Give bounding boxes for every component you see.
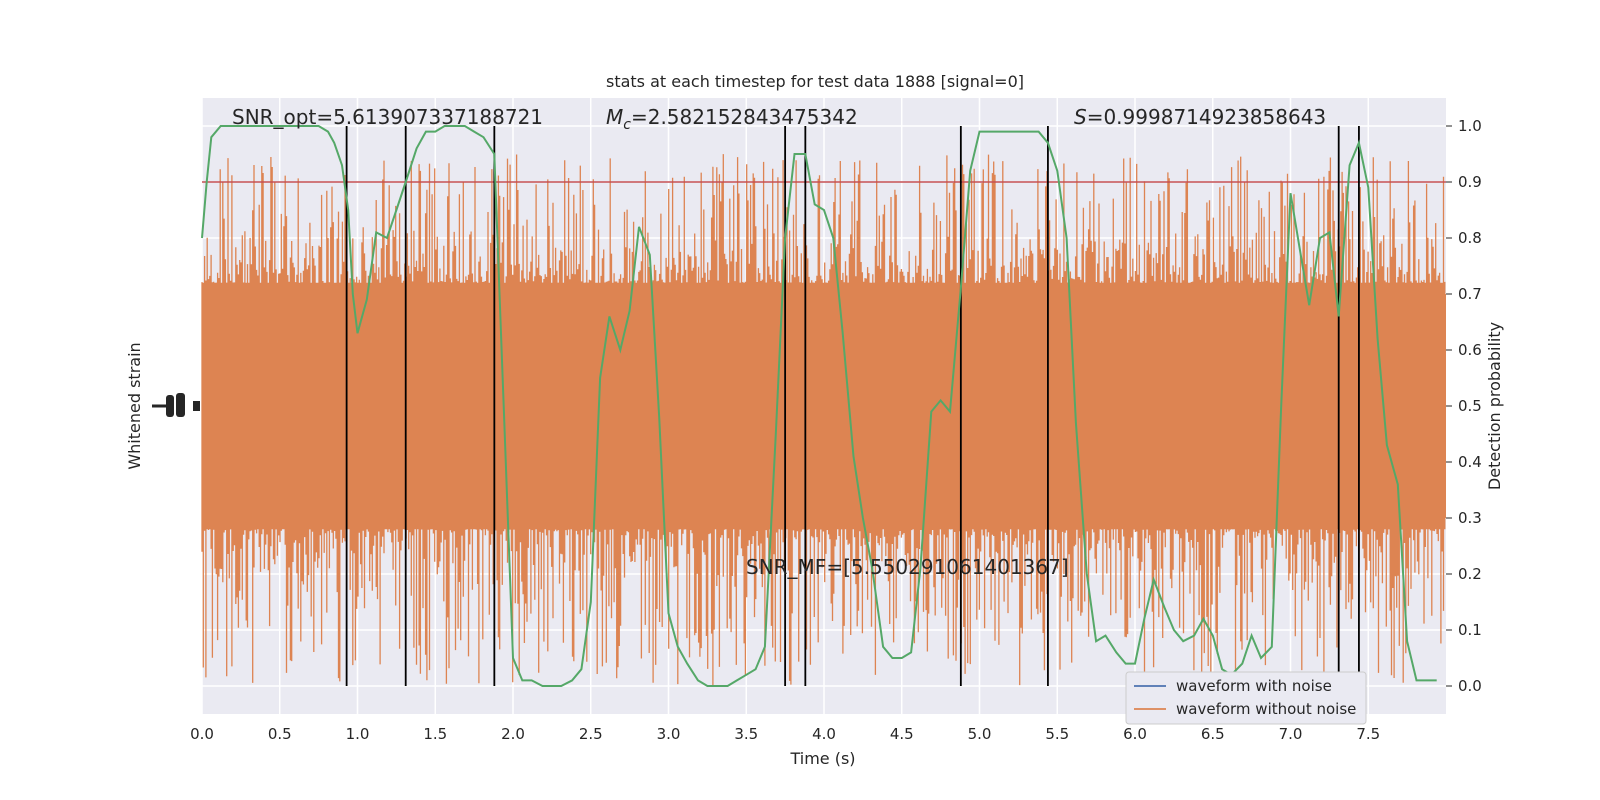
y-tick-label: 0.4 — [1458, 453, 1482, 471]
x-tick-label: 7.0 — [1279, 725, 1303, 743]
x-tick-label: 1.5 — [423, 725, 447, 743]
x-tick-label: 4.0 — [812, 725, 836, 743]
y-tick-label: 0.1 — [1458, 621, 1482, 639]
y-axis-right-ticks: 0.0 0.1 0.2 0.3 0.4 0.5 0.6 0.7 0.8 0.9 1.0 — [1446, 117, 1482, 695]
annotation-snr-mf: SNR_MF=[5.550291061401367] — [746, 555, 1069, 579]
x-tick-label: 2.0 — [501, 725, 525, 743]
x-tick-label: 5.5 — [1045, 725, 1069, 743]
noise-spikes — [201, 154, 1446, 686]
annotation-chirp-mass: Mc=2.582152843475342 — [606, 105, 858, 133]
annotation-statistic: S=0.9998714923858643 — [1074, 105, 1326, 129]
left-tick-glyph — [166, 395, 174, 417]
x-tick-label: 5.0 — [968, 725, 992, 743]
annotation-chirp-mass-symbol: M — [606, 105, 623, 129]
y-axis-left-label: Whitened strain — [125, 342, 144, 469]
x-tick-label: 4.5 — [890, 725, 914, 743]
legend-label-without-noise: waveform without noise — [1176, 700, 1356, 718]
x-tick-label: 7.5 — [1356, 725, 1380, 743]
x-tick-label: 3.0 — [657, 725, 681, 743]
chart-title: stats at each timestep for test data 188… — [606, 72, 1024, 91]
y-tick-label: 0.7 — [1458, 285, 1482, 303]
x-tick-label: 0.0 — [190, 725, 214, 743]
y-axis-right-label: Detection probability — [1485, 322, 1504, 490]
x-axis-ticks: 0.0 0.5 1.0 1.5 2.0 2.5 3.0 3.5 4.0 4.5 5.0 5.5 6.0 6… — [190, 725, 1380, 743]
x-axis-label: Time (s) — [789, 749, 855, 768]
y-tick-label: 0.0 — [1458, 677, 1482, 695]
annotation-chirp-mass-value: =2.582152843475342 — [631, 105, 858, 129]
y-tick-label: 0.2 — [1458, 565, 1482, 583]
x-tick-label: 3.5 — [734, 725, 758, 743]
plot-area — [152, 98, 1446, 714]
annotation-snr-opt: SNR_opt=5.613907337188721 — [232, 105, 543, 129]
series-waveform-without-noise — [201, 154, 1446, 686]
y-tick-label: 0.8 — [1458, 229, 1482, 247]
x-tick-label: 1.0 — [346, 725, 370, 743]
left-tick-glyph — [176, 393, 185, 417]
left-tick-glyph — [193, 401, 200, 411]
legend: waveform with noise waveform without noi… — [1125, 671, 1367, 725]
legend-box — [1125, 671, 1367, 725]
annotation-statistic-value: =0.9998714923858643 — [1087, 105, 1326, 129]
y-tick-label: 1.0 — [1458, 117, 1482, 135]
left-axis-tick-cluster — [152, 393, 200, 417]
event-lines — [345, 126, 1360, 686]
x-tick-label: 2.5 — [579, 725, 603, 743]
y-tick-label: 0.6 — [1458, 341, 1482, 359]
series-detection-probability — [201, 125, 1437, 687]
y-tick-label: 0.3 — [1458, 509, 1482, 527]
y-tick-label: 0.5 — [1458, 397, 1482, 415]
x-tick-label: 6.5 — [1201, 725, 1225, 743]
annotation-chirp-mass-subscript: c — [623, 117, 631, 133]
legend-label-with-noise: waveform with noise — [1176, 677, 1332, 695]
x-tick-label: 6.0 — [1123, 725, 1147, 743]
y-tick-label: 0.9 — [1458, 173, 1482, 191]
x-tick-label: 0.5 — [268, 725, 292, 743]
annotation-statistic-symbol: S — [1074, 105, 1087, 129]
